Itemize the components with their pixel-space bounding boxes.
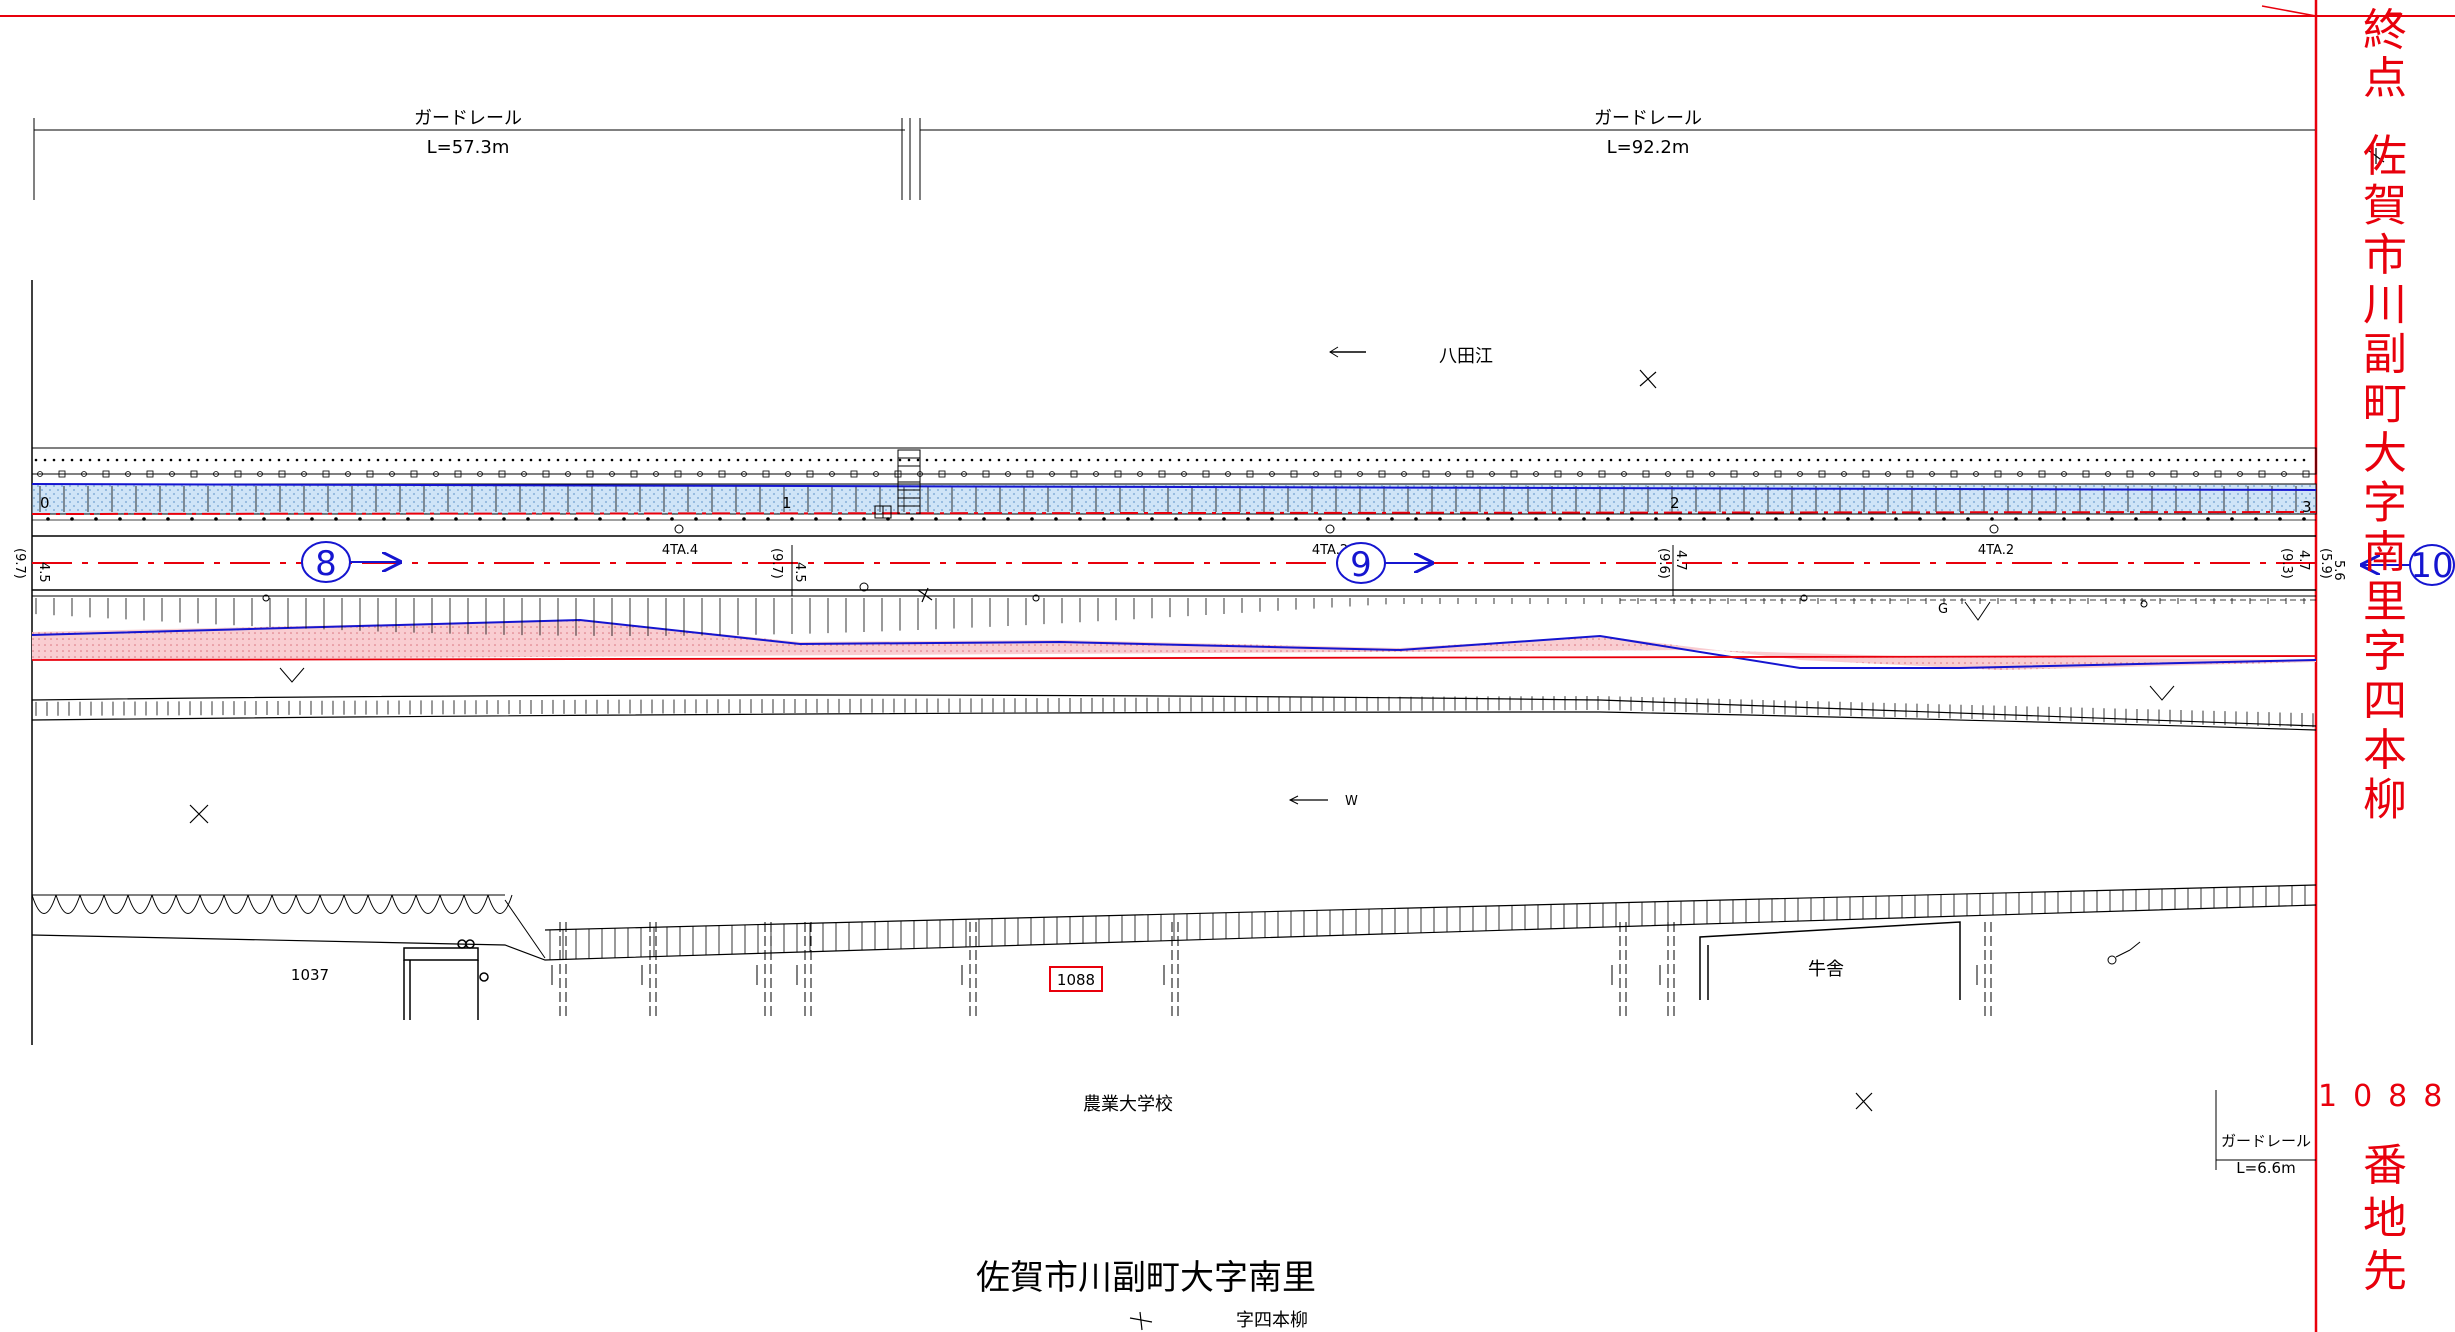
suffix-char: 先 — [2363, 1246, 2407, 1297]
address-char: 市 — [2363, 230, 2407, 281]
svg-text:(9.7): (9.7) — [12, 548, 27, 579]
address-char: 大 — [2363, 428, 2407, 479]
address-char: 本 — [2363, 725, 2407, 776]
address-char: 副 — [2363, 329, 2407, 380]
station-3: 3 — [2302, 498, 2312, 516]
station-marker-9: 9 — [1336, 542, 1432, 585]
cattle-shed — [1699, 921, 1961, 1000]
guardrail-label-2: ガードレール — [1594, 108, 1702, 129]
svg-text:10: 10 — [2410, 546, 2453, 586]
survey-cross-marks — [189, 148, 2385, 1331]
ladder-structure — [874, 449, 921, 519]
station-2: 2 — [1670, 494, 1680, 512]
guardrail-length-2: L=92.2m — [1607, 137, 1690, 158]
address-char: 柳 — [2363, 775, 2407, 826]
svg-text:4.7: 4.7 — [1673, 550, 1688, 571]
address-char: 里 — [2363, 577, 2407, 628]
address-char: 賀 — [2363, 181, 2407, 232]
svg-text:9: 9 — [1350, 545, 1372, 585]
svg-text:(5.9): (5.9) — [2318, 548, 2333, 579]
guardrail-length-1: L=57.3m — [427, 137, 510, 158]
address-char: 川 — [2363, 280, 2407, 331]
address-main: 佐賀市川副町大字南里 — [976, 1258, 1316, 1298]
svg-text:(9.7): (9.7) — [769, 548, 784, 579]
endpoint-char: 終 — [2363, 5, 2407, 56]
address-char: 字 — [2363, 478, 2407, 529]
suffix-char: 地 — [2363, 1193, 2407, 1244]
station-marker-10: 10 — [2362, 544, 2455, 586]
address-sub: 字四本柳 — [1236, 1310, 1308, 1331]
address-char: 南 — [2363, 527, 2407, 578]
endpoint-char: 点 — [2363, 53, 2407, 104]
svg-text:4.5: 4.5 — [792, 562, 807, 583]
section-label-3: 4TA.2 — [1978, 543, 2014, 558]
school-label: 農業大学校 — [1083, 1094, 1173, 1115]
svg-text:5.6: 5.6 — [2331, 560, 2346, 581]
address-char: 町 — [2363, 379, 2407, 430]
svg-text:8: 8 — [315, 544, 337, 584]
endpoint-lot: 1088 — [2318, 1079, 2455, 1114]
lot-number-1037: 1037 — [291, 966, 329, 984]
blue-slope-line — [31, 618, 2317, 669]
address-char: 字 — [2363, 626, 2407, 677]
width-labels: 4.5 (9.7) 4.5 (9.7) 4.7 (9.6) 4.7 (9.3) … — [12, 548, 2346, 583]
guardrail-label-1: ガードレール — [414, 108, 522, 129]
svg-text:(9.3): (9.3) — [2279, 548, 2294, 579]
svg-text:ガードレール: ガードレール — [2221, 1132, 2311, 1150]
svg-text:L=6.6m: L=6.6m — [2236, 1159, 2295, 1177]
address-char: 四 — [2363, 676, 2407, 727]
direction-w: W — [1345, 794, 1358, 809]
lot-number-1088-boxed: 1088 — [1057, 971, 1095, 989]
station-1: 1 — [782, 494, 792, 512]
shoulder-marks — [34, 458, 2310, 478]
station-0: 0 — [40, 494, 50, 512]
guardrail-dimension-2: ガードレール L=92.2m — [919, 108, 2315, 200]
address-char: 佐 — [2363, 131, 2407, 182]
guardrail-dimension-1: ガードレール L=57.3m — [33, 108, 911, 200]
station-marker-8: 8 — [301, 541, 400, 584]
svg-text:4.5: 4.5 — [36, 562, 51, 583]
building-label: 牛舎 — [1808, 959, 1844, 980]
section-label-1: 4TA.4 — [662, 543, 698, 558]
guardrail-dimension-3: ガードレール L=6.6m — [2215, 1090, 2316, 1177]
gate-structure — [403, 939, 489, 1020]
river-name-label: 八田江 — [1439, 346, 1493, 367]
svg-text:(9.6): (9.6) — [1656, 548, 1671, 579]
svg-text:4.7: 4.7 — [2296, 550, 2311, 571]
suffix-char: 番 — [2363, 1140, 2407, 1191]
g-mark: G — [1938, 602, 1948, 617]
